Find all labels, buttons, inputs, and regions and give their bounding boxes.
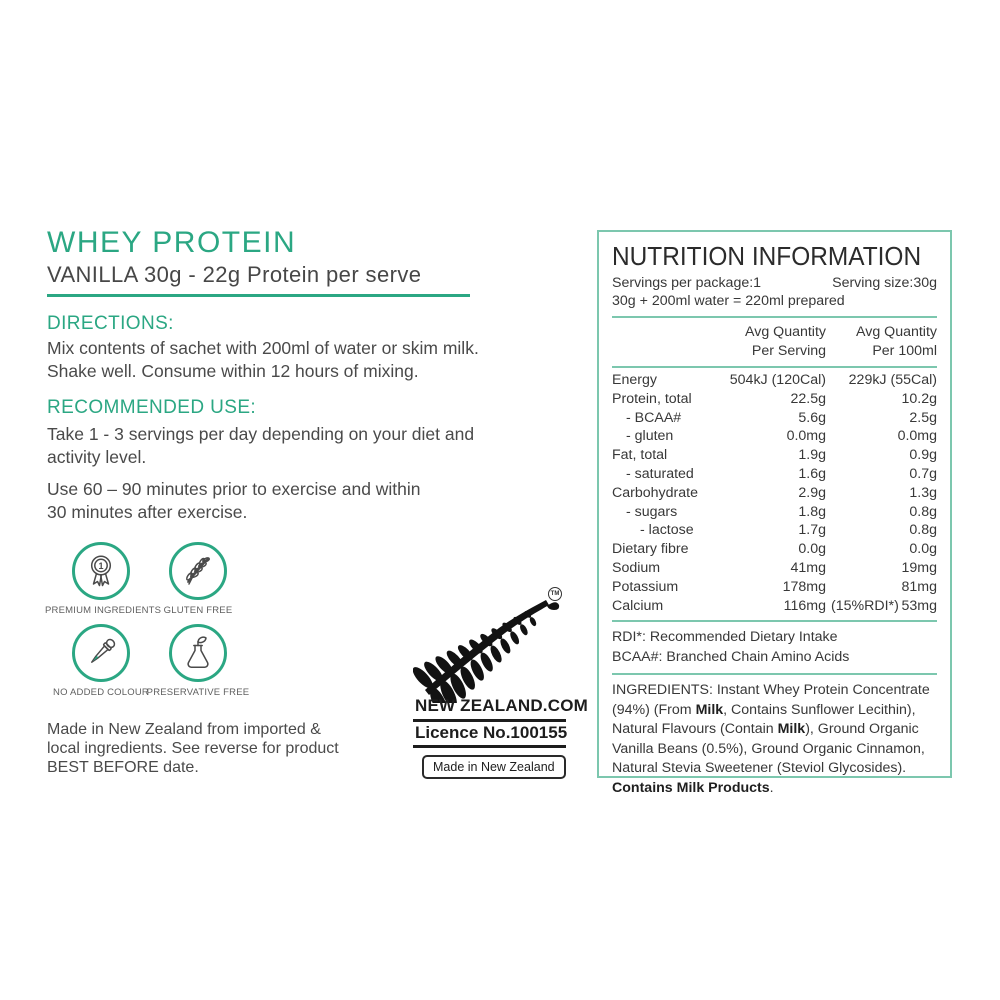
nutrition-row: Energy 504kJ (120Cal) 229kJ (55Cal) bbox=[612, 372, 937, 388]
col-header-per-100ml: Avg Quantity Per 100ml bbox=[856, 324, 937, 359]
fernmark-divider bbox=[413, 745, 566, 748]
badge-label: PREMIUM INGREDIENTS bbox=[45, 605, 162, 616]
nutrition-row: Calcium 116mg 53mg (15%RDI*) bbox=[612, 597, 937, 614]
badge-no-added-colour: NO ADDED COLOUR bbox=[45, 624, 157, 698]
badge-gluten-free: GLUTEN FREE bbox=[142, 542, 254, 616]
servings-per-package: Servings per package:1 bbox=[612, 275, 762, 291]
dropper-icon bbox=[72, 624, 130, 682]
svg-text:1: 1 bbox=[98, 561, 103, 571]
panel-divider bbox=[612, 316, 937, 318]
recommended-use-heading: RECOMMENDED USE: bbox=[47, 397, 257, 418]
made-in-nz-box: Made in New Zealand bbox=[422, 755, 566, 779]
panel-divider bbox=[612, 366, 937, 368]
wheat-icon bbox=[169, 542, 227, 600]
nutrition-title: NUTRITION INFORMATION bbox=[612, 241, 922, 271]
recommended-use-text-1: Take 1 - 3 servings per day depending on… bbox=[47, 424, 475, 467]
serving-size: Serving size:30g bbox=[832, 275, 937, 291]
fernmark-divider bbox=[413, 719, 566, 722]
nutrition-row: Fat, total 1.9g 0.9g bbox=[612, 447, 937, 464]
badge-label: NO ADDED COLOUR bbox=[53, 687, 149, 698]
panel-divider bbox=[612, 620, 937, 623]
directions-heading: DIRECTIONS: bbox=[47, 313, 174, 334]
nutrition-rows: Energy 504kJ (120Cal) 229kJ (55Cal) Protein… bbox=[612, 372, 937, 616]
ingredients-text: INGREDIENTS: Instant Whey Protein Concen… bbox=[612, 682, 930, 796]
fernmark-site: NEW ZEALAND.COM bbox=[415, 696, 588, 715]
title-divider bbox=[47, 294, 470, 297]
flask-icon bbox=[169, 624, 227, 682]
recommended-use-text-2: Use 60 – 90 minutes prior to exercise an… bbox=[47, 479, 421, 522]
nutrition-row: Protein, total 22.5g 10.2g bbox=[612, 390, 937, 407]
nutrition-row: - gluten 0.0mg 0.0mg bbox=[626, 428, 937, 445]
nutrition-row: Sodium 41mg 19mg bbox=[612, 559, 937, 576]
nutrition-row: - saturated 1.6g 0.7g bbox=[626, 465, 937, 482]
fern-icon bbox=[413, 600, 560, 703]
col-header-per-serving: Avg Quantity Per Serving bbox=[745, 324, 826, 359]
product-subtitle: VANILLA 30g - 22g Protein per serve bbox=[47, 262, 422, 287]
badge-label: GLUTEN FREE bbox=[163, 605, 233, 616]
nutrition-row: Dietary fibre 0.0g 0.0g bbox=[612, 541, 937, 558]
origin-note: Made in New Zealand from imported & local… bbox=[47, 721, 339, 776]
badge-premium-ingredients: 1 PREMIUM INGREDIENTS bbox=[45, 542, 162, 616]
badge-preservative-free: PRESERVATIVE FREE bbox=[142, 624, 254, 698]
nutrition-row: - BCAA# 5.6g 2.5g bbox=[626, 409, 937, 426]
panel-divider bbox=[612, 673, 937, 676]
product-title: WHEY PROTEIN bbox=[47, 226, 297, 259]
fernmark-licence: Licence No.100155 bbox=[415, 723, 568, 742]
nutrition-row: Carbohydrate 2.9g 1.3g bbox=[612, 484, 937, 501]
medal-icon: 1 bbox=[72, 542, 130, 600]
badge-label: PRESERVATIVE FREE bbox=[146, 687, 250, 698]
prepared-note: 30g + 200ml water = 220ml prepared bbox=[612, 293, 845, 309]
nutrition-row: - sugars 1.8g 0.8g bbox=[626, 503, 937, 520]
footnotes: RDI*: Recommended Dietary Intake BCAA#: B… bbox=[612, 629, 850, 665]
nutrition-row: - lactose 1.7g 0.8g bbox=[640, 522, 937, 539]
nutrition-panel: NUTRITION INFORMATION Servings per packa… bbox=[597, 230, 952, 796]
column-headers: Avg Quantity Per Serving Avg Quantity Per … bbox=[612, 323, 937, 361]
trademark-icon: TM bbox=[548, 587, 562, 601]
directions-text: Mix contents of sachet with 200ml of wat… bbox=[47, 338, 479, 381]
nutrition-row: Potassium 178mg 81mg bbox=[612, 578, 937, 595]
